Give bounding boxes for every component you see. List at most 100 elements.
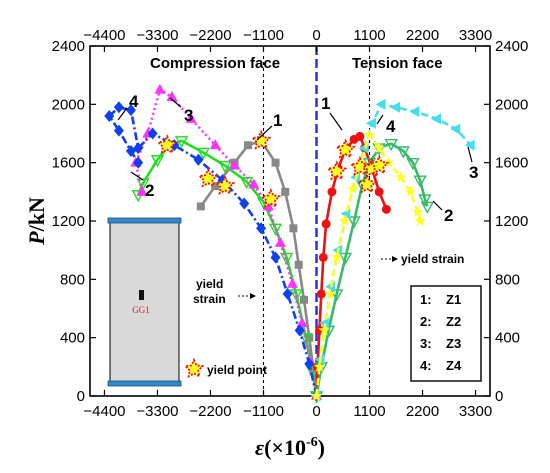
data-point <box>373 142 385 153</box>
data-point <box>248 178 260 189</box>
data-point <box>244 141 253 150</box>
series-label-tens-3: 3 <box>469 163 478 182</box>
y-tick-label-right: 2000 <box>495 96 528 113</box>
data-point <box>414 215 426 226</box>
series-label-comp-4: 4 <box>129 92 139 111</box>
y-tick-label-right: 400 <box>495 330 520 347</box>
data-point <box>281 187 290 196</box>
data-point <box>319 317 330 329</box>
legend-num-3: 3: <box>420 336 432 351</box>
data-point <box>286 277 298 288</box>
data-point <box>113 101 124 114</box>
y-tick-label-right: 2400 <box>495 38 528 55</box>
data-point <box>289 224 298 233</box>
data-point <box>374 187 384 197</box>
y-tick-label-right: 0 <box>495 388 503 405</box>
data-point <box>211 182 220 190</box>
label-leader-comp-3 <box>169 97 182 108</box>
data-point <box>299 332 313 346</box>
data-point <box>125 145 136 157</box>
series-number-labels: 1 2 3 4 1 2 3 4 <box>117 92 478 225</box>
yield-point-key-marker <box>183 357 205 378</box>
x-tick-label-bottom: −3300 <box>136 403 178 420</box>
data-point <box>338 215 351 226</box>
data-point <box>229 159 241 170</box>
data-point <box>282 287 293 300</box>
x-tick-label-bottom: 1100 <box>353 403 385 420</box>
series-label-tens-2: 2 <box>444 206 453 225</box>
series-label-tens-1: 1 <box>321 94 330 113</box>
legend-label-3: Z3 <box>446 336 461 351</box>
x-tick-label-top: 0 <box>312 27 320 44</box>
data-point <box>289 289 303 302</box>
yield-point-marker <box>334 138 356 159</box>
data-point <box>196 202 205 211</box>
series-line-tension-2 <box>315 142 429 397</box>
x-tick-label-top: 1100 <box>353 27 385 44</box>
yield-points <box>156 129 390 209</box>
data-point <box>104 110 115 122</box>
x-tick-label-bottom: 2200 <box>406 403 439 420</box>
legend-num-1: 1: <box>420 292 432 307</box>
data-point <box>313 360 326 372</box>
data-point <box>296 317 308 328</box>
yield-point-marker <box>356 173 378 194</box>
x-axis-symbol: ε <box>255 435 264 460</box>
data-point <box>136 178 150 191</box>
y-tick-label-left: 2400 <box>52 38 85 55</box>
data-point <box>347 216 361 229</box>
x-axis-title: ε(×10-6) <box>255 435 325 460</box>
data-point <box>450 123 461 135</box>
yield-point-marker <box>197 167 219 188</box>
data-point <box>396 146 410 159</box>
yield-point-marker <box>214 174 236 195</box>
compression-face-label: Compression face <box>150 55 280 72</box>
y-tick-label-left: 2000 <box>52 96 85 113</box>
label-leader-comp-1 <box>256 125 273 141</box>
data-point <box>321 219 331 229</box>
data-point <box>150 155 165 168</box>
data-point <box>324 287 336 299</box>
x-tick-label-top: −3300 <box>136 27 178 44</box>
yield-point-key-label: yield point <box>207 363 267 377</box>
data-point <box>395 171 407 183</box>
label-leader-tens-4 <box>376 114 384 125</box>
legend-num-4: 4: <box>420 358 432 373</box>
data-series <box>104 83 475 404</box>
label-leader-tens-3 <box>467 146 473 163</box>
data-point <box>209 139 221 150</box>
data-point <box>406 157 420 171</box>
data-point <box>418 194 432 207</box>
legend-num-2: 2: <box>420 314 432 329</box>
data-point <box>412 206 424 218</box>
data-point <box>174 136 189 149</box>
data-point <box>316 289 326 299</box>
series-line-compression-3 <box>134 88 318 397</box>
data-point <box>318 324 330 336</box>
data-point <box>327 187 337 197</box>
legend-label-2: Z2 <box>446 314 461 329</box>
data-point <box>331 251 343 263</box>
series-label-tens-4: 4 <box>386 117 396 136</box>
data-point <box>363 129 376 140</box>
data-point <box>166 91 178 102</box>
data-point <box>133 156 144 169</box>
data-point <box>239 176 254 190</box>
legend-label-4: Z4 <box>446 358 462 373</box>
data-point <box>430 113 441 125</box>
x-tick-label-top: 2200 <box>406 27 439 44</box>
data-point <box>464 139 475 151</box>
data-point <box>193 153 204 166</box>
data-point <box>375 98 386 110</box>
data-point <box>270 251 281 264</box>
column-bottom-plate <box>107 380 182 387</box>
yield-point-marker <box>250 129 272 150</box>
label-leader-comp-4 <box>117 107 128 121</box>
data-point <box>384 139 398 152</box>
series-label-comp-3: 3 <box>184 106 193 125</box>
x-tick-label-top: 3300 <box>459 27 492 44</box>
label-leader-comp-2 <box>130 171 144 181</box>
data-point <box>256 222 267 235</box>
x-tick-label-top: −1100 <box>243 27 284 44</box>
data-point <box>239 197 250 210</box>
